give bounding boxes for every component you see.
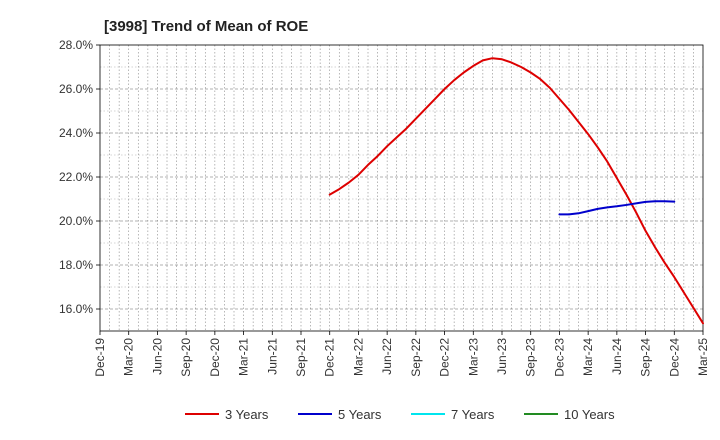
series-line-3-years bbox=[328, 57, 704, 325]
x-tick-label: Sep-24 bbox=[639, 338, 653, 377]
grid-lines bbox=[100, 45, 703, 331]
x-tick-label: Jun-22 bbox=[380, 338, 394, 375]
x-tick-label: Mar-25 bbox=[696, 338, 710, 376]
legend-label: 10 Years bbox=[564, 407, 615, 422]
y-tick-label: 28.0% bbox=[59, 38, 93, 52]
x-tick-label: Dec-20 bbox=[208, 338, 222, 377]
x-tick-label: Mar-23 bbox=[466, 338, 480, 376]
x-tick-label: Jun-20 bbox=[150, 338, 164, 375]
y-tick-label: 16.0% bbox=[59, 302, 93, 316]
x-tick-label: Mar-21 bbox=[237, 338, 251, 376]
legend-label: 3 Years bbox=[225, 407, 269, 422]
x-tick-label: Mar-24 bbox=[581, 338, 595, 376]
x-tick-label: Sep-20 bbox=[179, 338, 193, 377]
x-axis-ticks: Dec-19 Mar-20 Jun-20 Sep-20 Dec-20 Mar-21 Jun-… bbox=[93, 331, 710, 377]
x-tick-label: Dec-19 bbox=[93, 338, 107, 377]
plot-frame bbox=[99, 44, 704, 332]
x-tick-label: Sep-23 bbox=[524, 338, 538, 377]
y-tick-label: 20.0% bbox=[59, 214, 93, 228]
x-tick-label: Jun-23 bbox=[495, 338, 509, 375]
y-tick-label: 18.0% bbox=[59, 258, 93, 272]
chart-title: [3998] Trend of Mean of ROE bbox=[104, 18, 308, 35]
x-tick-label: Dec-23 bbox=[552, 338, 566, 377]
x-tick-label: Mar-20 bbox=[122, 338, 136, 376]
x-tick-label: Jun-24 bbox=[610, 338, 624, 375]
x-tick-label: Dec-24 bbox=[667, 338, 681, 377]
y-tick-label: 22.0% bbox=[59, 170, 93, 184]
legend: 3 Years 5 Years 7 Years 10 Years bbox=[185, 407, 615, 422]
y-tick-label: 24.0% bbox=[59, 126, 93, 140]
x-tick-label: Sep-22 bbox=[409, 338, 423, 377]
y-axis-ticks: 16.0% 18.0% 20.0% 22.0% 24.0% 26.0% 28.0% bbox=[59, 38, 100, 316]
legend-label: 7 Years bbox=[451, 407, 495, 422]
legend-label: 5 Years bbox=[338, 407, 382, 422]
series-line-5-years bbox=[558, 200, 676, 216]
series-lines bbox=[328, 57, 704, 325]
x-tick-label: Jun-21 bbox=[265, 338, 279, 375]
x-tick-label: Dec-22 bbox=[438, 338, 452, 377]
x-tick-label: Sep-21 bbox=[294, 338, 308, 377]
x-tick-label: Dec-21 bbox=[323, 338, 337, 377]
x-tick-label: Mar-22 bbox=[351, 338, 365, 376]
y-tick-label: 26.0% bbox=[59, 82, 93, 96]
